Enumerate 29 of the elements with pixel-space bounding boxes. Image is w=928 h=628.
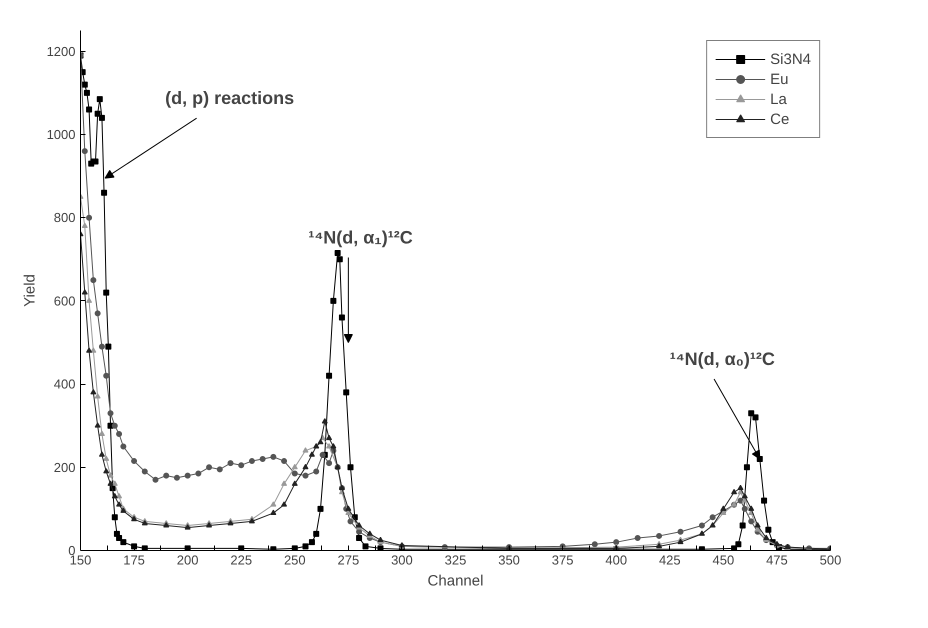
x-tick-label: 350: [498, 552, 520, 568]
x-tick-label: 250: [284, 552, 306, 568]
x-tick-label: 225: [230, 552, 252, 568]
legend-label: Ce: [770, 110, 790, 128]
annotation: (d, p) reactions: [165, 88, 294, 108]
y-tick-label: 1200: [46, 44, 76, 59]
x-tick-label: 425: [658, 552, 681, 568]
y-tick-label: 400: [54, 376, 76, 392]
x-tick-label: 275: [338, 552, 360, 568]
x-tick-label: 300: [391, 552, 413, 568]
y-tick-label: 200: [54, 460, 76, 475]
x-tick-label: 200: [176, 552, 198, 568]
y-tick-label: 600: [54, 293, 76, 308]
x-tick-label: 375: [552, 552, 574, 568]
legend-label: La: [770, 90, 788, 108]
annotation: ¹⁴N(d, α₁)¹²C: [308, 228, 413, 248]
x-tick-label: 400: [605, 552, 628, 568]
annotation: ¹⁴N(d, α₀)¹²C: [670, 348, 775, 369]
x-tick-label: 325: [444, 552, 466, 568]
y-tick-label: 800: [54, 210, 76, 226]
x-tick-label: 500: [820, 552, 842, 568]
legend-label: Eu: [770, 70, 790, 88]
y-axis-title: Yield: [22, 274, 39, 307]
x-tick-label: 450: [712, 552, 734, 568]
legend-label: Si3N4: [770, 50, 811, 68]
x-axis-title: Channel: [428, 572, 484, 590]
x-tick-label: 175: [123, 552, 145, 568]
x-tick-label: 475: [766, 552, 788, 568]
y-tick-label: 1000: [46, 127, 76, 142]
